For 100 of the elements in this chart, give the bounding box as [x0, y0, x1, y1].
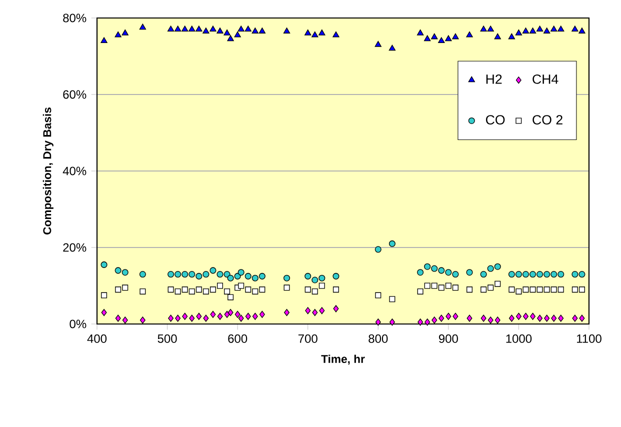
- point: [431, 282, 438, 289]
- point: [388, 240, 396, 247]
- point: [284, 274, 290, 282]
- point: [224, 270, 230, 278]
- point: [522, 286, 529, 293]
- point: [508, 270, 515, 278]
- point: [424, 35, 431, 42]
- point: [122, 29, 128, 36]
- point: [558, 314, 564, 322]
- point: [522, 270, 529, 278]
- x-tick-label: 1100: [577, 334, 602, 343]
- x-axis-title: Time, hr: [321, 354, 365, 365]
- point: [115, 314, 121, 322]
- point: [536, 26, 544, 32]
- point: [550, 270, 558, 278]
- point: [224, 29, 230, 36]
- point: [139, 24, 146, 30]
- point: [217, 312, 223, 320]
- point: [100, 261, 108, 268]
- point: [258, 28, 266, 34]
- point: [515, 29, 522, 36]
- x-tick-label: 800: [368, 334, 388, 343]
- point: [375, 292, 382, 298]
- point: [227, 274, 234, 282]
- point: [332, 272, 340, 280]
- point: [544, 270, 550, 278]
- point: [488, 316, 494, 324]
- point: [174, 270, 182, 278]
- point: [312, 288, 318, 294]
- point: [550, 26, 558, 32]
- point: [174, 26, 182, 32]
- point: [167, 26, 174, 32]
- point: [446, 312, 452, 320]
- point: [283, 28, 290, 34]
- point: [319, 307, 325, 314]
- legend-label: CO: [486, 115, 505, 125]
- point: [487, 26, 494, 32]
- point: [182, 312, 188, 320]
- point: [466, 286, 473, 293]
- point: [578, 28, 586, 34]
- point: [452, 270, 459, 278]
- x-tick-label: 900: [438, 334, 458, 343]
- point: [228, 294, 234, 300]
- point: [284, 308, 290, 316]
- point: [417, 269, 424, 276]
- point: [202, 270, 210, 278]
- point: [245, 286, 252, 293]
- point: [438, 267, 445, 274]
- point: [188, 288, 195, 294]
- point: [494, 263, 501, 270]
- point: [188, 26, 196, 32]
- point: [431, 33, 438, 40]
- point: [389, 296, 396, 302]
- point: [424, 263, 431, 270]
- point: [558, 26, 564, 32]
- point: [578, 270, 586, 278]
- point: [318, 282, 325, 289]
- point: [140, 288, 146, 294]
- point: [523, 312, 528, 320]
- point: [530, 286, 536, 293]
- point: [578, 286, 585, 293]
- point: [245, 312, 251, 320]
- point: [224, 288, 230, 294]
- point: [234, 31, 241, 38]
- point: [466, 314, 472, 322]
- y-tick-label: 40%: [62, 166, 86, 176]
- point: [175, 314, 181, 322]
- point: [168, 270, 174, 278]
- point: [312, 308, 318, 316]
- point: [305, 307, 311, 314]
- point: [333, 305, 339, 312]
- point: [259, 286, 266, 293]
- point: [375, 318, 381, 326]
- point: [304, 272, 312, 280]
- point: [438, 284, 444, 291]
- point: [438, 314, 444, 322]
- point: [480, 314, 486, 322]
- point: [244, 26, 252, 32]
- point: [244, 272, 252, 280]
- point: [202, 288, 209, 294]
- point: [550, 286, 557, 293]
- point: [452, 312, 458, 320]
- point: [168, 286, 174, 293]
- point: [445, 35, 452, 42]
- point: [122, 284, 128, 291]
- point: [516, 288, 522, 294]
- point: [494, 280, 501, 287]
- point: [174, 288, 181, 294]
- point: [216, 270, 224, 278]
- point: [304, 286, 311, 293]
- point: [416, 29, 424, 36]
- point: [188, 270, 196, 278]
- legend-label: H2: [486, 74, 502, 84]
- point: [558, 286, 564, 293]
- point: [480, 270, 487, 278]
- point: [424, 318, 430, 326]
- point: [487, 265, 494, 272]
- point: [238, 282, 244, 289]
- point: [529, 28, 536, 34]
- point: [572, 314, 578, 322]
